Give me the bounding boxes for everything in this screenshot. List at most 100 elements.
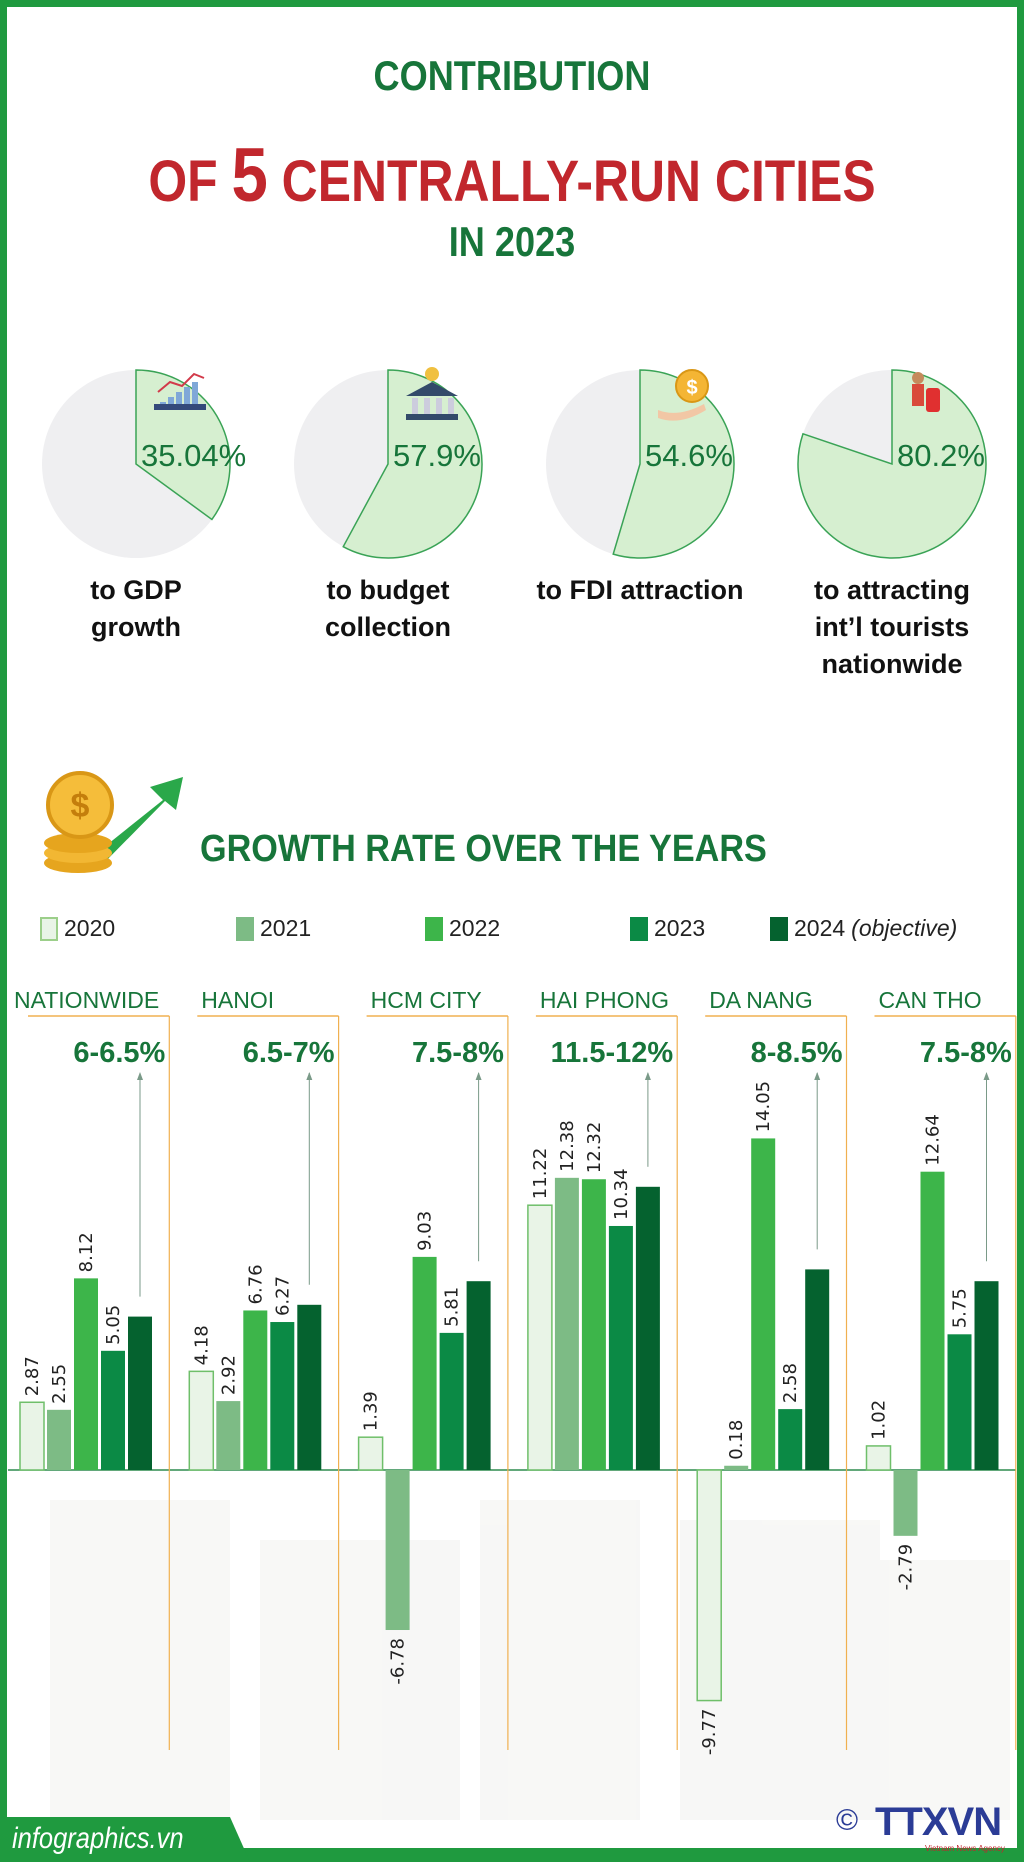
pie-caption: to attracting int’l tourists nationwide <box>777 572 1007 683</box>
pie-chart <box>42 369 231 558</box>
arrow-head-icon <box>137 1072 143 1080</box>
legend-label: 2023 <box>654 915 706 941</box>
pie-caption-line: growth <box>91 612 181 642</box>
bar-value-label: -6.78 <box>388 1638 409 1685</box>
bar-2021 <box>47 1409 71 1470</box>
bar-2020 <box>188 1370 215 1471</box>
pie-chart <box>797 369 987 559</box>
bar-2021 <box>385 1470 410 1631</box>
ttxvn-logo: TTXVN <box>875 1800 1002 1844</box>
bar-2024 <box>466 1281 491 1470</box>
bar-2023 <box>778 1409 803 1470</box>
bar-value-label: 2.92 <box>218 1355 239 1395</box>
title-cities: CENTRALLY-RUN CITIES <box>267 149 876 214</box>
bar-2024 <box>974 1281 999 1470</box>
bar-2021 <box>724 1465 749 1470</box>
bank-coin-icon <box>406 367 458 420</box>
pie-caption-line: collection <box>324 612 452 642</box>
legend-label: 2021 <box>260 915 312 941</box>
bar-value-label: 5.05 <box>103 1305 124 1345</box>
bar-value-label: 1.39 <box>361 1391 382 1431</box>
city-header: DA NANG <box>709 987 813 1013</box>
bar-2022 <box>243 1310 268 1470</box>
logo-subtitle: Vietnam News Agency <box>925 1844 1005 1853</box>
bar-value-label: 12.38 <box>557 1120 578 1172</box>
bar-2021 <box>554 1177 579 1470</box>
bar-2022 <box>412 1256 437 1470</box>
bar-value-label: 1.02 <box>869 1400 890 1440</box>
bar-2020 <box>865 1445 892 1471</box>
city-group: HCM CITY 7.5-8% 1.39 -6.78 9.03 5.81 <box>357 987 509 1750</box>
title-line-2: OF 5 CENTRALLY-RUN CITIES <box>72 132 953 219</box>
pie-percent: 54.6% <box>645 438 733 473</box>
bar-2020 <box>19 1401 45 1471</box>
bar-2024 <box>297 1304 322 1470</box>
bar-value-label: 11.22 <box>530 1148 551 1200</box>
pie-percent: 35.04% <box>141 438 247 473</box>
legend-item: 2022 <box>425 915 500 942</box>
target-label: 6-6.5% <box>73 1037 165 1069</box>
arrow-head-icon <box>306 1072 313 1080</box>
bar-2024 <box>635 1186 660 1470</box>
legend-swatch <box>236 916 254 941</box>
bar-2022 <box>920 1171 945 1470</box>
city-group: DA NANG 8-8.5% -9.77 0.18 14.05 2.58 <box>696 987 848 1756</box>
copyright-icon: © <box>836 1804 859 1837</box>
legend-item: 2021 <box>236 915 311 942</box>
tourist-luggage-icon <box>912 372 940 412</box>
pie-caption: to budget collection <box>273 572 503 646</box>
bar-2023 <box>608 1225 633 1470</box>
pie-chart <box>294 367 483 559</box>
bar-2020 <box>357 1436 384 1471</box>
city-header: HANOI <box>201 987 274 1013</box>
bar-value-label: 12.64 <box>923 1114 944 1166</box>
bar-value-label: -2.79 <box>896 1544 917 1591</box>
arrow-head-icon <box>475 1072 482 1080</box>
pie-slice <box>797 369 987 559</box>
target-label: 7.5-8% <box>920 1037 1012 1069</box>
bar-value-label: 5.75 <box>950 1288 971 1328</box>
pie-percent: 57.9% <box>393 438 481 473</box>
title-line-1: CONTRIBUTION <box>373 52 651 99</box>
bar-2022 <box>751 1138 776 1470</box>
legend-swatch <box>630 916 648 941</box>
title-of: OF <box>148 149 232 214</box>
bar-2020 <box>527 1204 553 1471</box>
bar-value-label: 6.76 <box>245 1264 266 1304</box>
bar-2021 <box>893 1470 918 1536</box>
legend-swatch <box>425 916 443 941</box>
bar-value-label: 12.32 <box>584 1122 605 1174</box>
bar-value-label: -9.77 <box>699 1709 720 1756</box>
bar-value-label: 4.18 <box>191 1325 212 1365</box>
bar-value-label: 5.81 <box>442 1287 463 1327</box>
city-group: CAN THO 7.5-8% 1.02 -2.79 12.64 5.75 <box>865 987 1017 1750</box>
target-label: 8-8.5% <box>751 1037 843 1069</box>
bar-2023 <box>101 1350 125 1470</box>
arrow-head-icon <box>644 1072 651 1080</box>
footer-site[interactable]: infographics.vn <box>12 1822 184 1855</box>
bar-value-label: 14.05 <box>753 1081 774 1133</box>
pie-chart: $ <box>546 369 735 559</box>
city-group: HANOI 6.5-7% 4.18 2.92 6.76 6.27 <box>188 987 340 1750</box>
gdp-chart-icon <box>154 372 206 410</box>
legend-label: 2024 <box>794 915 846 941</box>
city-header: CAN THO <box>879 987 982 1013</box>
legend-item: 2023 <box>630 915 705 942</box>
bar-2024 <box>805 1269 830 1470</box>
legend-label: 2022 <box>449 915 501 941</box>
arrow-head-icon <box>814 1072 821 1080</box>
city-group: HAI PHONG 11.5-12% 11.22 12.38 12.32 10.34 <box>527 987 678 1750</box>
bar-2022 <box>581 1179 606 1470</box>
bar-value-label: 2.55 <box>49 1364 70 1404</box>
bar-value-label: 2.58 <box>780 1363 801 1403</box>
svg-text:$: $ <box>71 787 90 825</box>
title-line-3: IN 2023 <box>448 218 576 265</box>
coins-arrow-icon: $ <box>44 771 183 873</box>
pie-percent: 80.2% <box>897 438 985 473</box>
bar-value-label: 10.34 <box>611 1168 632 1220</box>
legend-item: 2020 <box>40 915 115 942</box>
target-label: 7.5-8% <box>412 1037 504 1069</box>
svg-text:$: $ <box>686 377 697 399</box>
